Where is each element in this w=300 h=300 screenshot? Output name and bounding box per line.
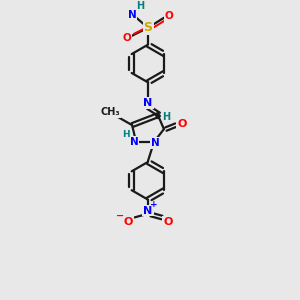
Text: O: O (163, 217, 172, 226)
Text: N: N (130, 137, 139, 147)
Text: +: + (150, 200, 158, 209)
Text: H: H (162, 112, 170, 122)
Text: N: N (143, 98, 153, 108)
Text: O: O (164, 11, 173, 21)
Text: H: H (122, 130, 130, 139)
Text: O: O (124, 217, 133, 226)
Text: −: − (116, 211, 124, 220)
Text: O: O (177, 119, 187, 129)
Text: S: S (143, 21, 152, 34)
Text: N: N (143, 206, 153, 216)
Text: N: N (128, 10, 136, 20)
Text: H: H (136, 1, 144, 11)
Text: N: N (151, 138, 159, 148)
Text: CH₃: CH₃ (100, 107, 120, 117)
Text: O: O (123, 33, 131, 43)
